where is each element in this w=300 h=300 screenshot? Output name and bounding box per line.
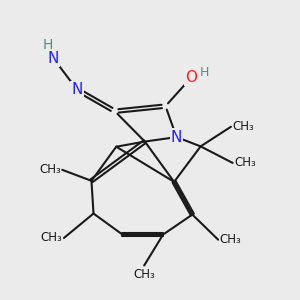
Text: CH₃: CH₃ xyxy=(39,163,61,176)
Text: N: N xyxy=(171,130,182,145)
Text: N: N xyxy=(48,51,59,66)
Text: CH₃: CH₃ xyxy=(40,232,62,244)
Text: H: H xyxy=(43,38,53,52)
Text: H: H xyxy=(200,66,209,80)
Text: N: N xyxy=(71,82,83,97)
Text: O: O xyxy=(185,70,197,85)
Text: CH₃: CH₃ xyxy=(220,233,242,246)
Text: CH₃: CH₃ xyxy=(234,156,256,170)
Text: CH₃: CH₃ xyxy=(133,268,155,281)
Text: CH₃: CH₃ xyxy=(232,120,254,133)
